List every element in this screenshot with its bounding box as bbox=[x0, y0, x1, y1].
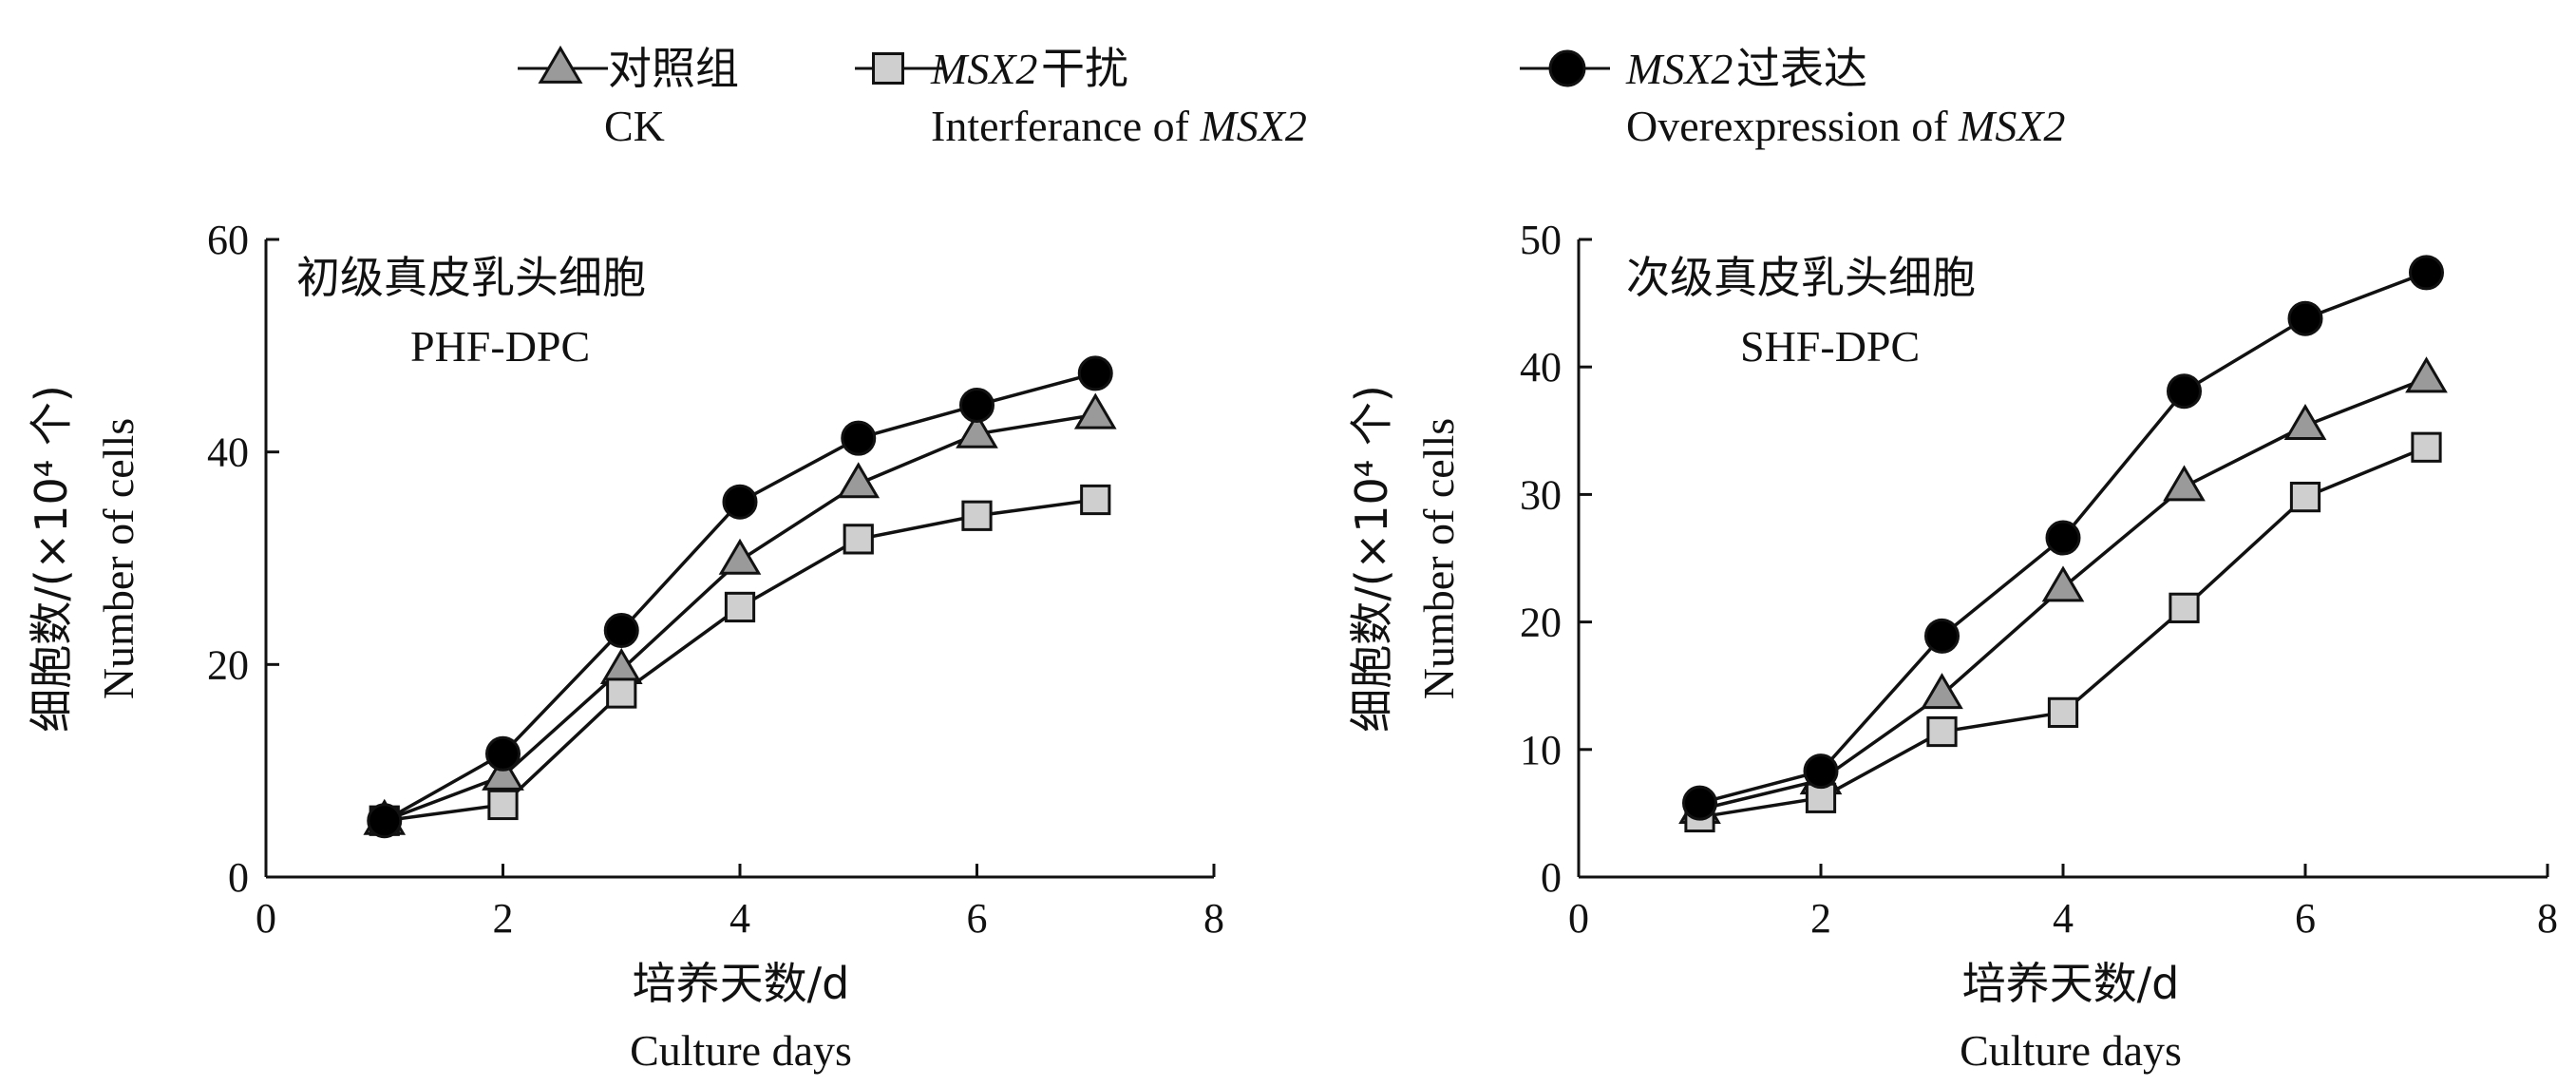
legend-label-en: Overexpression of MSX2 bbox=[1626, 102, 2065, 150]
data-point bbox=[2289, 481, 2321, 513]
data-point bbox=[956, 411, 998, 448]
x-tick-label: 0 bbox=[256, 895, 276, 942]
y-tick-label: 0 bbox=[1541, 854, 1562, 901]
y-tick-label: 30 bbox=[1520, 471, 1562, 518]
y-tick-label: 20 bbox=[207, 641, 249, 688]
legend-gene: MSX2 bbox=[930, 45, 1037, 93]
data-point bbox=[837, 462, 881, 499]
x-axis-label-en: Culture days bbox=[1960, 1026, 2182, 1075]
data-point bbox=[2047, 696, 2079, 729]
x-tick-label: 8 bbox=[2537, 895, 2558, 942]
legend-label-en-text: Overexpression of bbox=[1626, 102, 1959, 150]
data-point bbox=[1803, 753, 1839, 790]
data-point bbox=[367, 803, 403, 839]
y-tick-label: 60 bbox=[207, 217, 249, 263]
y-tick-label: 50 bbox=[1520, 217, 1562, 263]
y-tick-label: 40 bbox=[1520, 344, 1562, 391]
series-square bbox=[369, 484, 1111, 836]
legend-label-en-text: CK bbox=[604, 102, 665, 150]
data-point bbox=[959, 387, 994, 423]
x-tick-label: 6 bbox=[2295, 895, 2316, 942]
data-point bbox=[603, 613, 639, 649]
y-tick-label: 0 bbox=[228, 854, 249, 901]
x-tick-label: 8 bbox=[1203, 895, 1224, 942]
data-point bbox=[961, 500, 993, 531]
x-tick-label: 2 bbox=[1810, 895, 1831, 942]
x-axis-label-en: Culture days bbox=[630, 1026, 852, 1075]
chart-primary-dpc: 0 20 40 60 0 2 4 6 8 初级真皮乳头细胞 PHF-DPC 培养天数/d Culture… bbox=[26, 217, 1224, 1075]
panel-title-en: PHF-DPC bbox=[410, 322, 590, 371]
y-tick-label: 20 bbox=[1520, 600, 1562, 646]
legend-label-en-gene: MSX2 bbox=[1199, 102, 1306, 150]
legend-label-cn: 对照组 bbox=[608, 43, 739, 94]
y-axis-label-cn: 细胞数/(×10⁴ 个) bbox=[1346, 385, 1397, 733]
data-point bbox=[487, 789, 519, 821]
panel-title-en: SHF-DPC bbox=[1740, 322, 1920, 371]
x-tick-label: 6 bbox=[967, 895, 988, 942]
data-point bbox=[482, 753, 524, 791]
legend-marker-triangle bbox=[538, 45, 583, 84]
data-point bbox=[485, 735, 521, 772]
x-tick-label: 0 bbox=[1568, 895, 1589, 942]
data-point bbox=[843, 524, 874, 555]
legend-gene: MSX2 bbox=[1625, 45, 1733, 93]
legend-label-cn: 过表达 bbox=[1736, 43, 1867, 94]
data-point bbox=[2287, 300, 2323, 336]
y-axis-label-en: Number of cells bbox=[94, 418, 142, 699]
legend-label-en: CK bbox=[604, 102, 665, 150]
data-point bbox=[1921, 673, 1963, 710]
data-point bbox=[2041, 565, 2085, 602]
data-point bbox=[718, 538, 762, 575]
legend-label-en-text: Interferance of bbox=[931, 102, 1200, 150]
x-axis-label-cn: 培养天数/d bbox=[1962, 958, 2180, 1009]
data-point bbox=[2167, 373, 2202, 410]
series-triangle bbox=[1678, 356, 2448, 824]
data-point bbox=[2163, 465, 2206, 502]
legend-marker-square bbox=[872, 52, 904, 85]
series-triangle bbox=[363, 392, 1117, 835]
legend-label-en: Interferance of MSX2 bbox=[931, 102, 1307, 150]
data-point bbox=[2283, 403, 2327, 440]
panel-title-cn: 次级真皮乳头细胞 bbox=[1626, 252, 1976, 303]
series-square bbox=[1684, 431, 2442, 833]
data-point bbox=[2411, 431, 2442, 463]
x-tick-label: 4 bbox=[729, 895, 750, 942]
data-point bbox=[1077, 355, 1113, 391]
legend-label-en-gene: MSX2 bbox=[1958, 102, 2065, 150]
series-circle bbox=[1682, 255, 2444, 821]
chart-secondary-dpc: 0 10 20 30 40 50 0 2 4 6 8 次级真皮乳头细胞 SHF-DPC 培养天数/d Cul… bbox=[1346, 217, 2558, 1075]
x-axis-label-cn: 培养天数/d bbox=[633, 958, 850, 1009]
legend-label-cn: 干扰 bbox=[1041, 43, 1128, 94]
data-point bbox=[2409, 255, 2444, 291]
y-axis-label-cn: 细胞数/(×10⁴ 个) bbox=[26, 385, 77, 733]
x-tick-label: 4 bbox=[2053, 895, 2074, 942]
panel-title-cn: 初级真皮乳头细胞 bbox=[296, 252, 646, 303]
data-point bbox=[2045, 520, 2081, 556]
data-point bbox=[724, 591, 756, 623]
data-point bbox=[606, 677, 637, 709]
y-tick-label: 10 bbox=[1520, 727, 1562, 773]
data-point bbox=[722, 484, 758, 520]
legend-item-0: 对照组 CK bbox=[518, 43, 739, 150]
data-point bbox=[1924, 618, 1960, 654]
legend-marker-circle bbox=[1548, 49, 1586, 87]
data-point bbox=[1073, 392, 1117, 429]
data-point bbox=[2405, 356, 2448, 393]
data-point bbox=[1080, 484, 1111, 516]
y-axis-label-en: Number of cells bbox=[1414, 418, 1463, 699]
data-point bbox=[1682, 785, 1717, 821]
data-point bbox=[2169, 592, 2200, 623]
x-tick-label: 2 bbox=[493, 895, 514, 942]
series-circle bbox=[367, 355, 1113, 839]
y-tick-label: 40 bbox=[207, 429, 249, 476]
data-point bbox=[841, 420, 877, 456]
data-point bbox=[1926, 715, 1958, 748]
